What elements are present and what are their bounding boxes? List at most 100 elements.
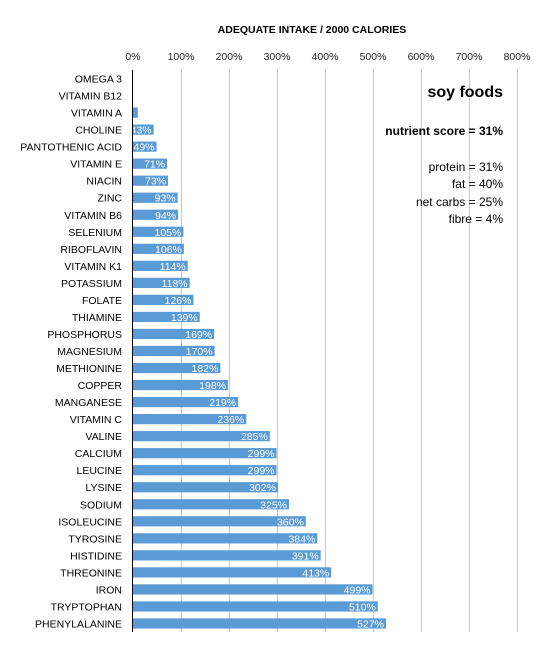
category-label: TRYPTOPHAN xyxy=(51,601,122,613)
category-label: PHENYLALANINE xyxy=(35,618,122,630)
bar-value-label: 94% xyxy=(155,210,176,222)
bar-value-label: 499% xyxy=(344,584,371,596)
category-label: OMEGA 3 xyxy=(75,74,122,86)
bar xyxy=(133,499,289,510)
bar-value-label: 93% xyxy=(155,193,176,205)
category-label: CALCIUM xyxy=(75,448,122,460)
category-label: MAGNESIUM xyxy=(57,346,122,358)
x-tick-label: 600% xyxy=(408,51,435,63)
chart-title: ADEQUATE INTAKE / 2000 CALORIES xyxy=(218,24,407,36)
bar-value-label: 299% xyxy=(248,465,275,477)
bar xyxy=(133,448,277,459)
category-label: METHIONINE xyxy=(56,363,122,375)
bar-value-label: 325% xyxy=(260,499,287,511)
bar-value-label: 126% xyxy=(165,295,192,307)
bar xyxy=(133,192,178,203)
bar-value-label: 118% xyxy=(162,278,188,290)
x-tick-label: 300% xyxy=(264,51,291,63)
bar-value-label: 169% xyxy=(185,329,212,341)
annotation-fibre: fibre = 4% xyxy=(448,212,503,226)
annotation-fat: fat = 40% xyxy=(451,177,503,191)
category-label: POTASSIUM xyxy=(61,278,122,290)
category-label: RIBOFLAVIN xyxy=(60,244,122,256)
bar-value-label: 106% xyxy=(155,244,182,256)
bar-value-label: 43% xyxy=(131,125,152,137)
annotation-nutrient-score: nutrient score = 31% xyxy=(385,124,503,138)
bars xyxy=(133,107,386,629)
bar xyxy=(133,533,318,544)
bar xyxy=(133,345,215,357)
bar xyxy=(133,141,157,152)
category-label: SELENIUM xyxy=(68,227,122,239)
bar xyxy=(133,158,168,169)
bar-value-label: 73% xyxy=(145,176,166,188)
bar-value-label: 139% xyxy=(171,312,198,324)
x-tick-label: 800% xyxy=(504,51,531,63)
bar xyxy=(133,465,277,476)
annotation-heading: soy foods xyxy=(427,84,503,101)
bar-value-label: 170% xyxy=(186,346,213,358)
bar xyxy=(133,396,239,408)
category-label: ISOLEUCINE xyxy=(58,516,122,528)
x-axis-tick-labels: 0% 100% 200% 300% 400% 500% 600% 700% 800% xyxy=(125,51,530,63)
category-label: TYROSINE xyxy=(68,533,122,545)
category-label: PANTOTHENIC ACID xyxy=(20,142,122,154)
bar-value-label: 360% xyxy=(277,516,304,528)
gridlines xyxy=(181,70,518,632)
bar-value-label: 219% xyxy=(209,397,236,409)
category-label: MANGANESE xyxy=(55,397,122,409)
bar xyxy=(133,567,332,578)
bar-value-label: 236% xyxy=(217,414,244,426)
category-label: THIAMINE xyxy=(72,312,122,324)
category-label: FOLATE xyxy=(82,295,122,307)
bar xyxy=(133,328,215,340)
bar xyxy=(133,516,306,527)
bar xyxy=(133,277,190,288)
bar xyxy=(133,311,200,323)
bar-value-label: 413% xyxy=(302,567,329,579)
category-label: VITAMIN A xyxy=(71,108,122,120)
bar xyxy=(133,226,184,237)
bar-value-label: 182% xyxy=(192,363,219,375)
bar-value-label: 114% xyxy=(160,261,186,273)
category-label: THREONINE xyxy=(60,567,122,579)
bar xyxy=(133,260,188,271)
category-label: HISTIDINE xyxy=(70,550,122,562)
category-label: VITAMIN E xyxy=(70,159,122,171)
bar xyxy=(133,362,221,374)
x-tick-label: 400% xyxy=(312,51,339,63)
category-label: VITAMIN C xyxy=(70,414,123,426)
bar-value-label: 384% xyxy=(288,533,315,545)
category-labels: OMEGA 3 VITAMIN B12 VITAMIN A CHOLINE PANTOT… xyxy=(20,74,122,631)
x-tick-label: 0% xyxy=(125,51,140,63)
category-label: VALINE xyxy=(85,431,122,443)
bar xyxy=(133,294,194,306)
bar xyxy=(133,243,184,254)
bar-value-label: 198% xyxy=(199,380,226,392)
bar-value-label: 302% xyxy=(249,482,276,494)
bar xyxy=(133,175,169,186)
data-labels: 43% 49% 71% 73% 93% 94% 105% 106% 114% 118% 126% 13… xyxy=(131,125,384,631)
annotation-protein: protein = 31% xyxy=(428,160,503,174)
bar-value-label: 510% xyxy=(349,601,376,613)
category-label: SODIUM xyxy=(80,499,122,511)
bar xyxy=(133,124,154,135)
category-label: IRON xyxy=(96,584,122,596)
bar xyxy=(133,414,247,425)
category-label: COPPER xyxy=(78,380,123,392)
bar xyxy=(133,584,373,595)
bar xyxy=(133,618,386,629)
bar-value-label: 105% xyxy=(155,227,182,239)
bar-value-label: 391% xyxy=(292,550,319,562)
category-label: LYSINE xyxy=(85,482,122,494)
bar xyxy=(133,107,138,118)
bar xyxy=(133,209,179,220)
category-label: VITAMIN B12 xyxy=(59,91,123,103)
category-label: ZINC xyxy=(98,193,123,205)
category-label: PHOSPHORUS xyxy=(47,329,122,341)
bar xyxy=(133,379,229,391)
category-label: VITAMIN B6 xyxy=(64,210,122,222)
category-label: NIACIN xyxy=(86,176,122,188)
bar-value-label: 71% xyxy=(144,159,165,171)
